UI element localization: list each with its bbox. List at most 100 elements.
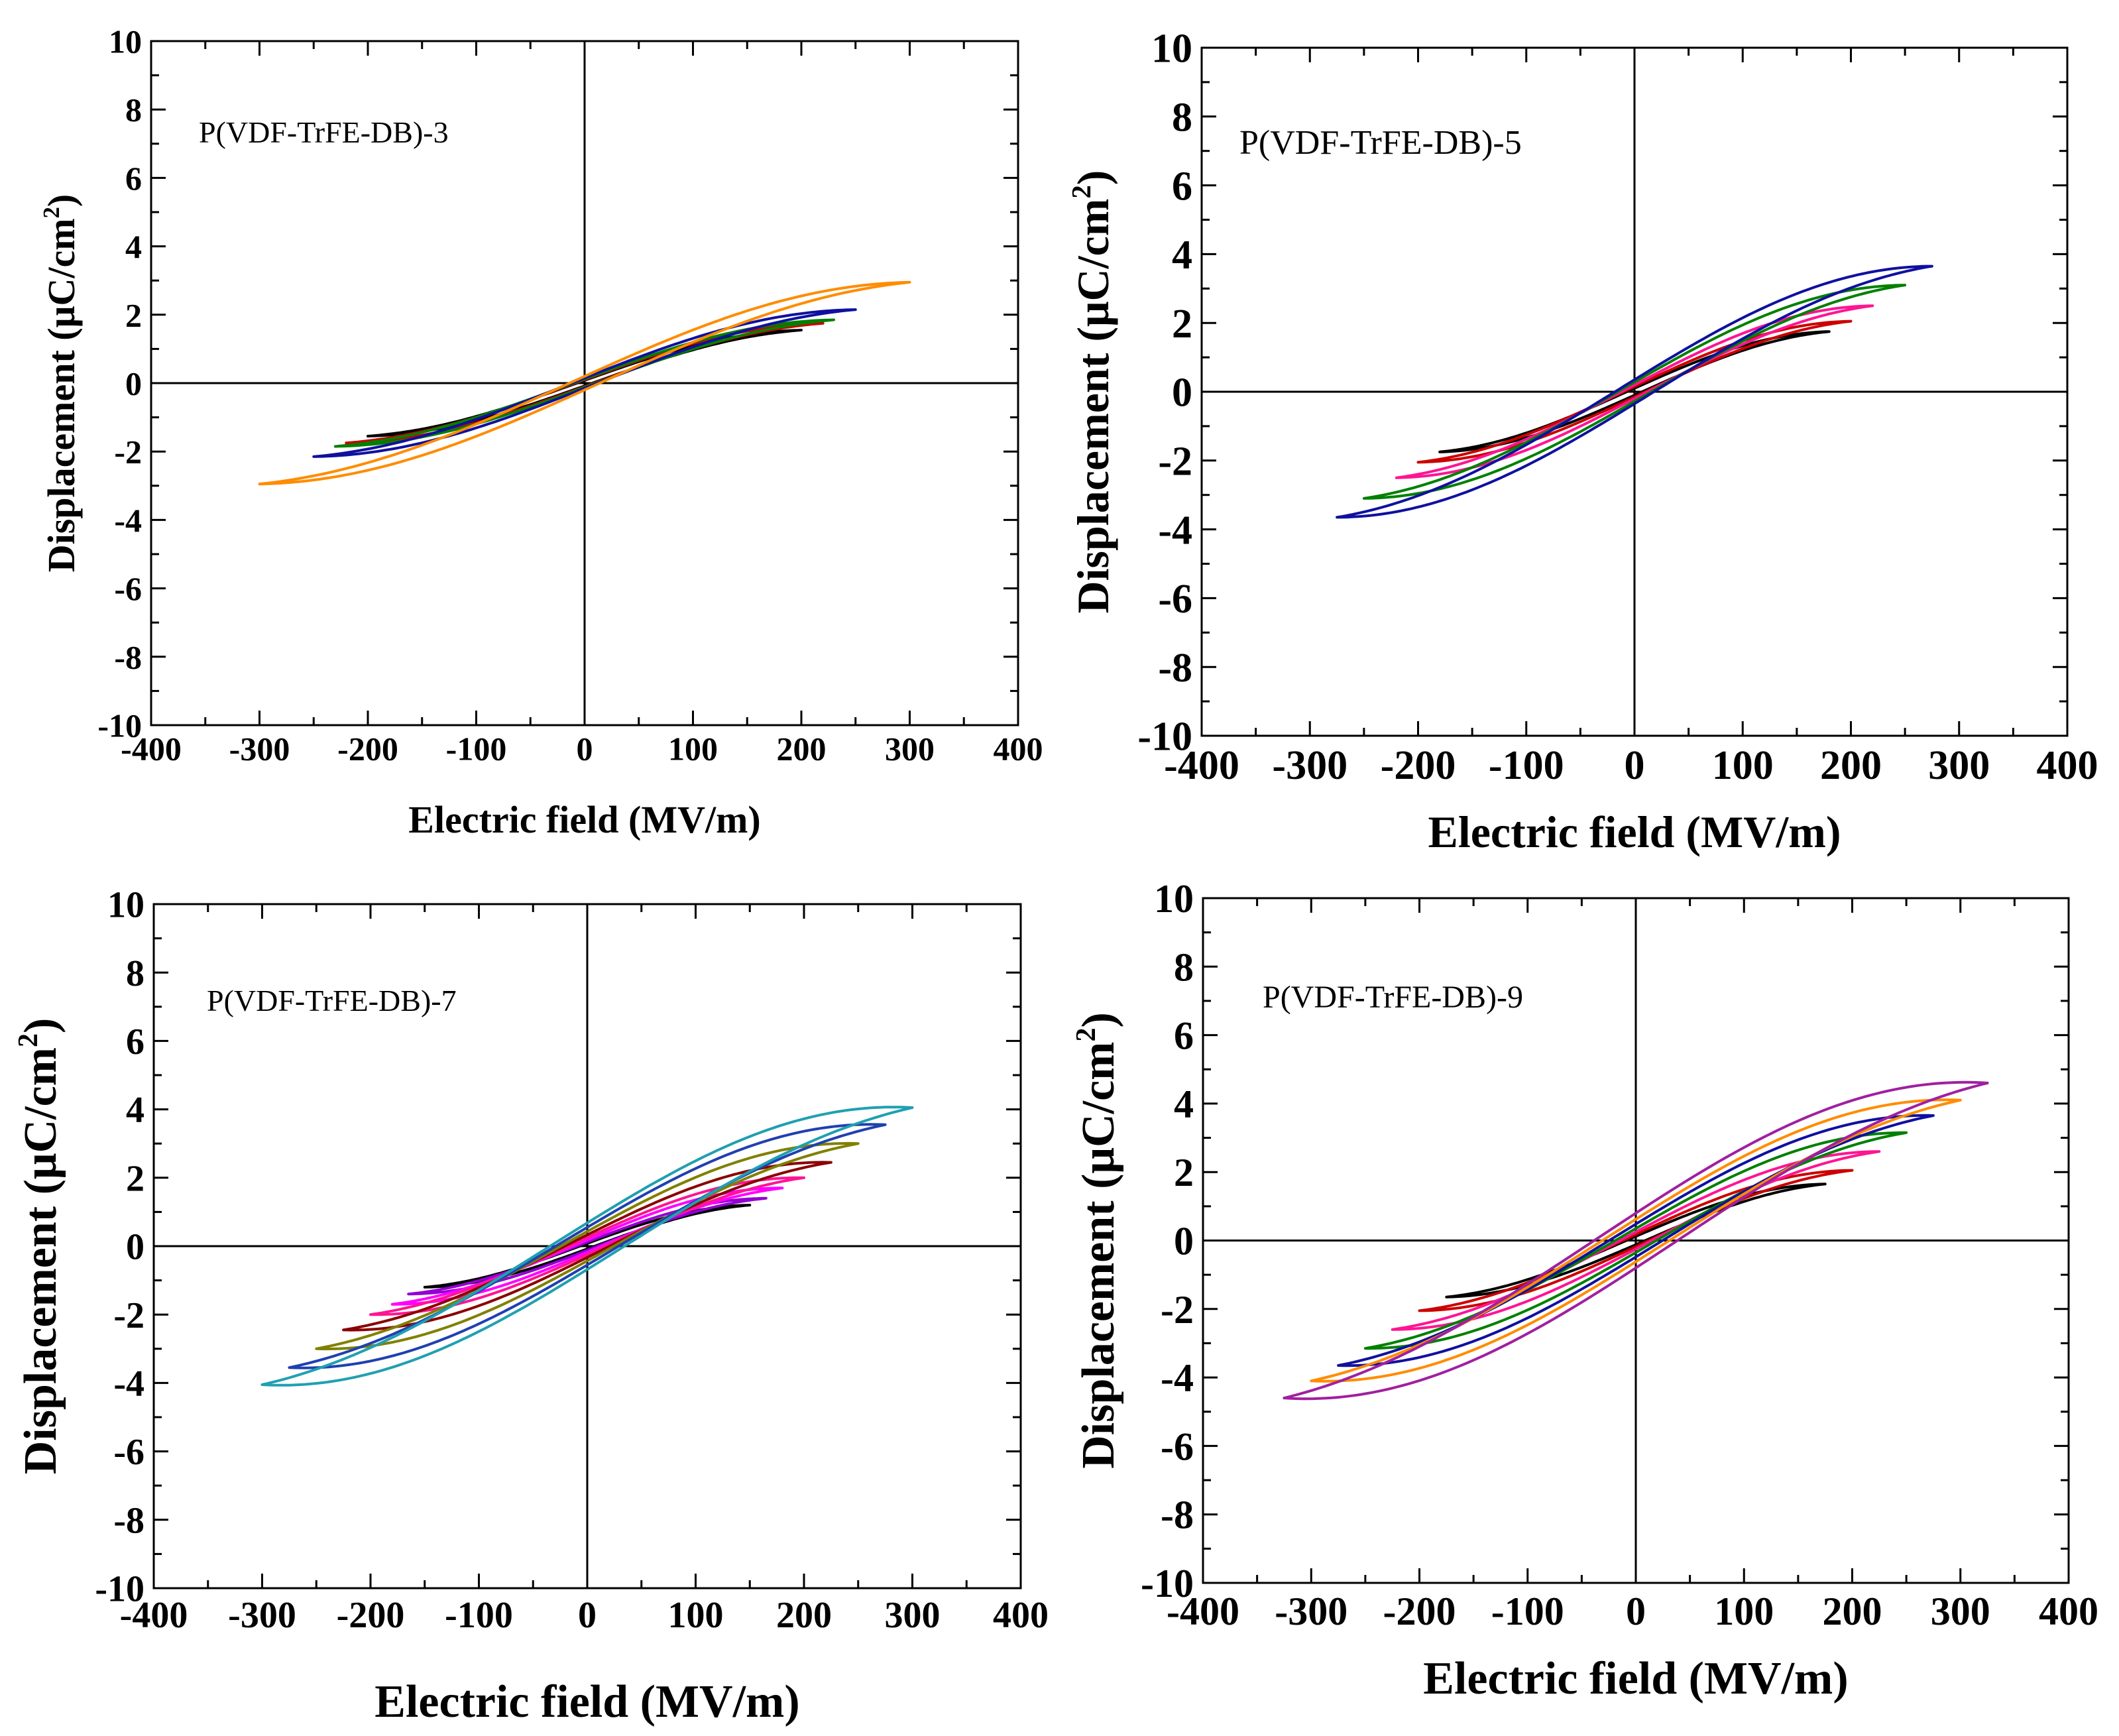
y-tick-label: -2: [114, 434, 142, 471]
y-tick-label: 10: [1151, 27, 1192, 72]
x-tick-label: -300: [1272, 743, 1347, 788]
y-axis-label: Displacement (μC/cm2): [1066, 170, 1118, 614]
x-tick-label: -100: [445, 1595, 513, 1636]
y-tick-label: 8: [1172, 95, 1192, 141]
x-tick-label: -100: [1489, 743, 1564, 788]
x-tick-label: 400: [994, 730, 1043, 768]
y-tick-label: 10: [1154, 877, 1194, 921]
sample-label: P(VDF-TrFE-DB)-5: [1239, 124, 1522, 162]
loop-series-2: [1416, 319, 1853, 464]
y-tick-label: 2: [1172, 302, 1192, 347]
loop-series-5: [1337, 1114, 1935, 1367]
x-tick-label: 100: [1714, 1590, 1774, 1633]
chart-panel-2: -400 -300 -200 -100 0 100 200 300 400-10-8-6-4-2…: [1066, 27, 2098, 857]
y-axis-label-sup: 2: [1066, 185, 1096, 198]
x-tick-label: -300: [229, 730, 290, 768]
y-tick-label: 0: [125, 365, 142, 402]
y-tick-label: -8: [113, 1500, 144, 1541]
x-tick-label: -400: [121, 730, 182, 768]
x-axis-label: Electric field (MV/m): [374, 1676, 799, 1727]
y-tick-label: -6: [113, 1432, 144, 1473]
x-tick-label: -200: [337, 1595, 405, 1636]
sample-label: P(VDF-TrFE-DB)-9: [1263, 980, 1523, 1015]
y-axis-label-sup: 2: [13, 1033, 44, 1047]
y-tick-label: 4: [125, 228, 142, 265]
x-tick-label: -300: [1275, 1590, 1347, 1633]
x-axis-label: Electric field (MV/m): [408, 798, 760, 841]
y-tick-label: -2: [1161, 1288, 1194, 1332]
y-tick-label: 0: [1172, 371, 1192, 416]
loop-series-5: [1336, 264, 1933, 519]
y-tick-label: -4: [1158, 508, 1192, 553]
loop-series-8: [260, 1106, 914, 1387]
y-axis-label-close: ): [15, 1018, 66, 1033]
y-tick-label: -6: [114, 570, 142, 607]
y-axis-label-main: Displacement (μC/cm: [1068, 199, 1118, 614]
y-tick-label: 4: [1172, 233, 1192, 278]
x-tick-label: -100: [1491, 1590, 1564, 1633]
y-axis-label-main: Displacement (μC/cm: [1073, 1042, 1124, 1469]
loops-group: [1283, 1080, 1989, 1401]
x-tick-label: 300: [1931, 1590, 1990, 1633]
x-tick-label: 100: [668, 730, 718, 768]
x-tick-label: 0: [1626, 1590, 1646, 1633]
y-tick-label: 2: [126, 1158, 144, 1199]
x-axis-label: Electric field (MV/m): [1423, 1653, 1848, 1704]
sample-label: P(VDF-TrFE-DB)-7: [207, 984, 457, 1017]
y-tick-label: 8: [125, 91, 142, 129]
x-tick-label: -400: [120, 1595, 188, 1636]
loops-group: [260, 1106, 914, 1387]
y-tick-label: -4: [114, 502, 142, 539]
loops-group: [1336, 264, 1933, 519]
x-tick-label: 300: [885, 1595, 941, 1636]
y-tick-label: 2: [125, 296, 142, 333]
x-tick-label: -100: [446, 730, 507, 768]
y-tick-label: 4: [1174, 1082, 1194, 1126]
loop-series-7: [1283, 1080, 1989, 1401]
y-tick-label: -6: [1161, 1424, 1194, 1468]
y-tick-label: 0: [126, 1227, 144, 1268]
y-tick-label: 6: [1172, 164, 1192, 209]
y-axis-label-sup: 2: [38, 207, 64, 218]
x-tick-label: 200: [777, 730, 827, 768]
y-axis-label: Displacement (μC/cm2): [1071, 1012, 1124, 1469]
x-tick-label: 100: [668, 1595, 724, 1636]
chart-panel-1: -400 -300 -200 -100 0 100 200 300 400-10-8-6-4-2…: [38, 23, 1043, 842]
y-tick-label: -4: [113, 1363, 144, 1405]
y-tick-label: 10: [107, 885, 144, 926]
y-tick-label: -10: [1141, 1562, 1194, 1605]
x-tick-label: 400: [2037, 743, 2098, 788]
chart-panel-3: -400 -300 -200 -100 0 100 200 300 400-10-8-6-4-2…: [13, 885, 1049, 1727]
y-tick-label: -10: [97, 707, 142, 744]
y-tick-label: -6: [1158, 577, 1192, 622]
y-tick-label: -10: [1137, 715, 1192, 760]
y-axis-label: Displacement (μC/cm2): [13, 1018, 66, 1475]
loop-series-4: [312, 308, 857, 458]
x-tick-label: -400: [1164, 743, 1239, 788]
x-tick-label: 300: [885, 730, 935, 768]
x-tick-label: 200: [776, 1595, 832, 1636]
y-tick-label: 6: [125, 160, 142, 197]
x-tick-label: 400: [2039, 1590, 2098, 1633]
y-tick-label: -2: [113, 1295, 144, 1336]
loop-series-5: [258, 280, 911, 486]
y-tick-label: -2: [1158, 439, 1192, 485]
y-tick-label: -8: [114, 638, 142, 675]
y-tick-label: -10: [95, 1569, 144, 1610]
x-tick-label: 0: [578, 1595, 597, 1636]
x-tick-label: -200: [1383, 1590, 1456, 1633]
x-tick-label: -200: [1381, 743, 1456, 788]
y-tick-label: -8: [1158, 646, 1192, 691]
x-tick-label: 0: [577, 730, 593, 768]
y-tick-label: 8: [1174, 945, 1194, 989]
loop-series-6: [1310, 1098, 1962, 1383]
y-tick-label: 6: [126, 1021, 144, 1063]
y-axis-label-main: Displacement (μC/cm: [15, 1047, 66, 1474]
x-tick-label: 400: [993, 1595, 1049, 1636]
x-tick-label: 100: [1712, 743, 1774, 788]
x-axis-label: Electric field (MV/m): [1428, 807, 1841, 857]
x-tick-label: 300: [1928, 743, 1990, 788]
x-tick-label: -300: [228, 1595, 296, 1636]
sample-label: P(VDF-TrFE-DB)-3: [199, 115, 449, 149]
